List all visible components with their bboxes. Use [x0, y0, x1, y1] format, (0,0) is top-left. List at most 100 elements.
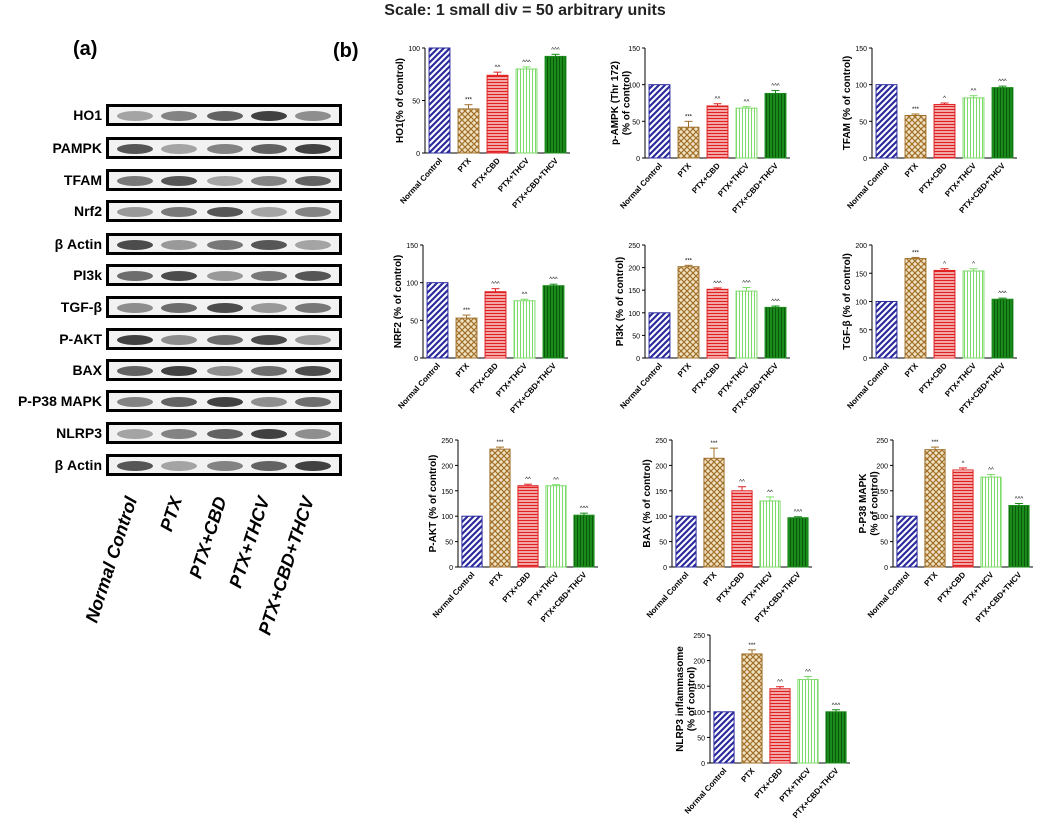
y-tick-label: 150 [441, 489, 453, 496]
blot-band [207, 240, 243, 250]
x-tick-label: PTX [922, 570, 940, 588]
blot-strip [106, 422, 342, 444]
blot-band [117, 144, 153, 154]
significance-label: *** [931, 440, 939, 446]
y-tick-label: 0 [636, 356, 640, 363]
bar [515, 68, 538, 154]
y-tick-label: 200 [655, 463, 667, 470]
significance-label: ^^^ [771, 84, 780, 90]
y-tick-label: 50 [410, 318, 418, 325]
blot-band [161, 303, 197, 313]
blot-band [161, 240, 197, 250]
y-tick-label: 250 [693, 633, 705, 640]
blot-strip [106, 200, 342, 222]
significance-label: ^ [962, 461, 965, 467]
significance-label: ^^ [739, 480, 745, 486]
blot-band [251, 366, 287, 376]
bar [457, 108, 480, 154]
bar [875, 84, 898, 159]
blot-band [117, 366, 153, 376]
significance-label: ^^ [525, 477, 531, 483]
blot-band [295, 111, 331, 121]
significance-label: *** [685, 114, 693, 120]
blot-band [207, 335, 243, 345]
bar [980, 476, 1002, 568]
y-tick-label: 50 [659, 540, 667, 547]
significance-label: ^^ [553, 478, 559, 484]
blot-protein-label: PI3k [73, 267, 102, 283]
bar [875, 301, 898, 359]
y-tick-label: 200 [693, 659, 705, 666]
significance-label: *** [710, 441, 718, 447]
y-tick-label: 100 [408, 46, 420, 53]
blot-strip [106, 359, 342, 381]
blot-band [117, 111, 153, 121]
blot-band [207, 303, 243, 313]
blot-protein-label: HO1 [73, 107, 102, 123]
bar [648, 312, 671, 359]
significance-label: *** [463, 308, 471, 314]
y-axis-label-line: NLRP3 inflammasome [675, 646, 686, 752]
x-tick-label: Normal Control [618, 161, 664, 210]
blot-band [117, 461, 153, 471]
bar [759, 500, 781, 568]
bar [991, 87, 1014, 159]
y-tick-label: 0 [636, 156, 640, 163]
significance-label: ^ [943, 96, 946, 102]
significance-label: ^^ [495, 65, 501, 71]
bar-chart: 0 50 100 150 p-AMPK (Thr 172)(% of control) N… [610, 46, 790, 215]
y-tick-label: 100 [441, 514, 453, 521]
significance-label: ^^^ [580, 506, 589, 512]
y-tick-label: 0 [449, 565, 453, 572]
blot-strip [106, 233, 342, 255]
y-axis-label-line: p-AMPK (Thr 172) [610, 61, 621, 145]
blot-band [161, 429, 197, 439]
bar [962, 270, 985, 359]
significance-label: ^^^ [713, 281, 722, 287]
significance-label: ^^ [805, 669, 811, 675]
bar [713, 711, 735, 764]
x-tick-label: PTX [676, 161, 694, 179]
blot-strip [106, 137, 342, 159]
y-axis-label-line: (% of control) [870, 471, 881, 535]
x-tick-label: Normal Control [431, 570, 477, 619]
y-tick-label: 0 [701, 761, 705, 768]
scale-note: Scale: 1 small div = 50 arbitrary units [384, 2, 666, 19]
x-tick-label: Normal Control [645, 570, 691, 619]
blot-band [161, 176, 197, 186]
blot-strip [106, 328, 342, 350]
x-tick-label: PTX [487, 570, 505, 588]
y-axis-label-line: P-P38 MAPK [858, 473, 869, 534]
y-tick-label: 150 [655, 489, 667, 496]
blot-band [117, 429, 153, 439]
blot-band [295, 461, 331, 471]
bar [648, 84, 671, 159]
blot-band [295, 397, 331, 407]
x-tick-label: Normal Control [845, 361, 891, 410]
y-axis-label: P-P38 MAPK(% of control) [858, 471, 881, 535]
blot-band [295, 176, 331, 186]
x-tick-label: Normal Control [396, 361, 442, 410]
bar [544, 55, 567, 154]
significance-label: ^ [972, 262, 975, 268]
y-tick-label: 0 [863, 156, 867, 163]
blot-band [161, 271, 197, 281]
significance-label: ^^^ [742, 280, 751, 286]
blot-band [251, 111, 287, 121]
blot-protein-label: P-P38 MAPK [17, 393, 102, 409]
y-tick-label: 50 [859, 119, 867, 126]
significance-label: ^^ [988, 468, 994, 474]
bar-chart: 0 50 100 150 200 250 NLRP3 inflammasome(% of c… [675, 633, 850, 820]
bar [904, 114, 927, 159]
blot-strip [106, 169, 342, 191]
bar [991, 298, 1014, 359]
y-axis-label-line: (% of control) [622, 71, 633, 135]
significance-label: ^^^ [998, 79, 1007, 85]
blot-band [207, 461, 243, 471]
y-tick-label: 200 [441, 463, 453, 470]
significance-label: ^^^ [549, 277, 558, 283]
blot-band [295, 144, 331, 154]
y-tick-label: 250 [876, 438, 888, 445]
blot-band [295, 366, 331, 376]
